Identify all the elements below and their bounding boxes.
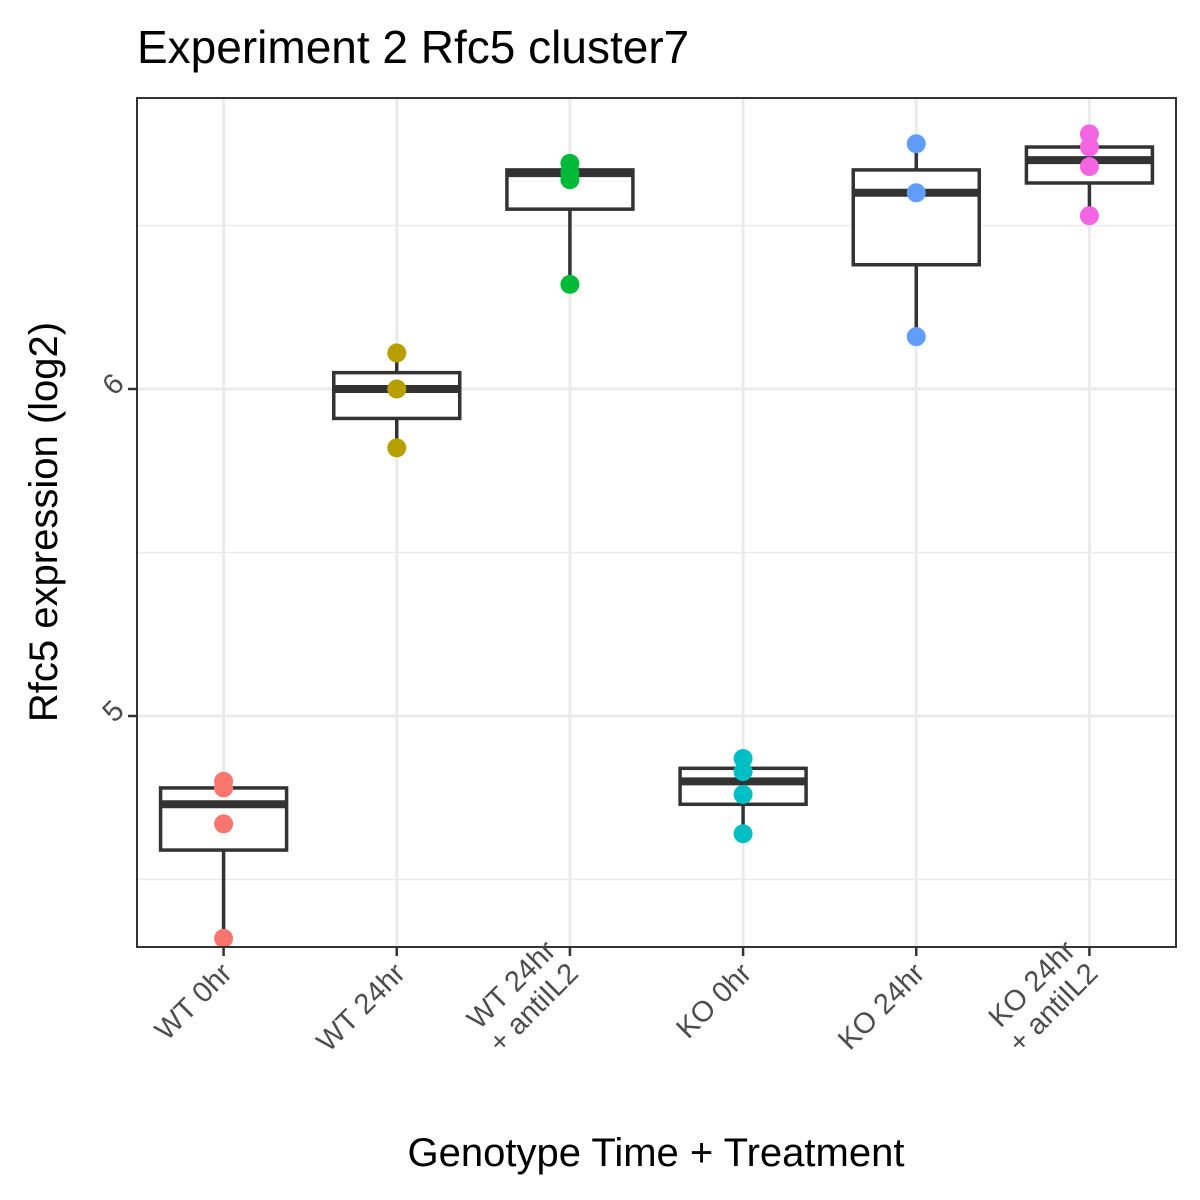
data-point <box>1079 206 1099 226</box>
x-tick-label: KO 24hr+ antiIL2 <box>980 934 1105 1059</box>
y-tick-label: 5 <box>97 695 131 729</box>
chart-title: Experiment 2 Rfc5 cluster7 <box>137 21 689 73</box>
plot-panel-background <box>137 98 1176 947</box>
data-point <box>387 438 407 458</box>
x-tick-label: WT 0hr <box>149 957 239 1047</box>
x-tick-label: WT 24hr <box>311 957 412 1058</box>
x-tick-label-line: KO 24hr <box>832 957 931 1056</box>
box-2 <box>505 163 635 285</box>
data-point <box>733 784 753 804</box>
data-point <box>1079 137 1099 157</box>
data-point <box>733 762 753 782</box>
data-point <box>387 379 407 399</box>
data-point <box>906 327 926 347</box>
data-point <box>387 343 407 363</box>
x-tick-label-line: WT 24hr <box>311 957 412 1058</box>
x-tick-label: KO 0hr <box>670 957 758 1045</box>
x-axis-title: Genotype Time + Treatment <box>408 1131 905 1175</box>
plot-panel-border <box>136 97 1177 948</box>
data-point <box>733 824 753 844</box>
y-axis-title: Rfc5 expression (log2) <box>22 322 66 722</box>
data-point <box>560 274 580 294</box>
x-tick-label: WT 24hr+ antiIL2 <box>460 934 585 1059</box>
point-layer <box>214 124 1099 948</box>
data-point <box>906 183 926 203</box>
x-tick-label-line: KO 0hr <box>670 957 758 1045</box>
data-point <box>1079 157 1099 177</box>
x-tick-label-line: WT 0hr <box>149 957 239 1047</box>
data-point <box>214 928 234 948</box>
data-point <box>906 134 926 154</box>
x-tick-label: KO 24hr <box>832 957 931 1056</box>
data-point <box>1079 124 1099 144</box>
data-point <box>214 778 234 798</box>
y-tick-label: 6 <box>97 368 131 402</box>
data-point <box>214 814 234 834</box>
data-point <box>733 749 753 769</box>
data-point <box>560 170 580 190</box>
